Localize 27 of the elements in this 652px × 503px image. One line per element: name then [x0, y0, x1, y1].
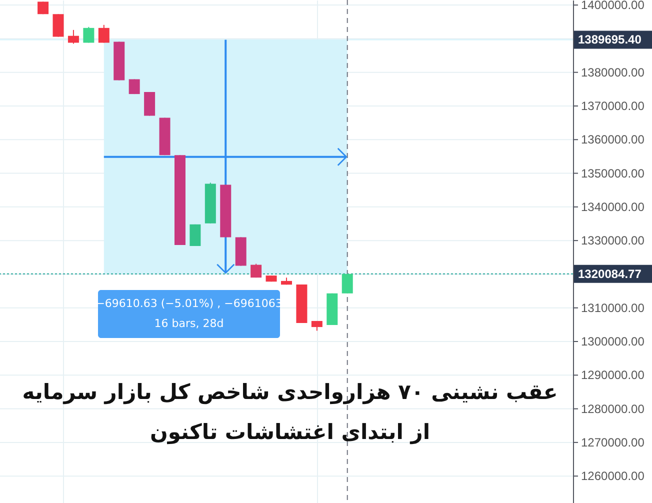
- y-tick-label: 1350000.00: [581, 166, 645, 180]
- ref-line-label: 1320084.77: [578, 266, 642, 281]
- candlestick: [98, 24, 110, 44]
- text: عقب نشینی ۷۰ هزارواحدی شاخص کل بازار سرمایه از ابتدای اغتشاشات تاکنون: [22, 380, 558, 445]
- candlestick: [250, 263, 262, 278]
- candlestick: [68, 29, 79, 44]
- band-label: −69610.63 (−5.01%) , −6961063 16 bars, 28d: [96, 297, 282, 330]
- candlestick: [83, 26, 94, 44]
- candlestick: [52, 14, 64, 38]
- y-tick-label: 1300000.00: [581, 334, 645, 348]
- y-tick-label: 1270000.00: [581, 435, 645, 450]
- y-tick-label: 1340000.00: [581, 200, 645, 214]
- candlestick: [144, 92, 156, 116]
- y-tick-label: 1400000.00: [581, 0, 645, 12]
- y-tick-label: 1260000.00: [581, 469, 645, 484]
- y-tick-label: 1310000.00: [581, 300, 645, 315]
- y-tick-label: 1330000.00: [581, 234, 645, 248]
- y-tick-label: 1360000.00: [581, 132, 645, 147]
- y-tick-label: 1370000.00: [581, 98, 645, 113]
- candlestick: [342, 273, 353, 294]
- y-tick-label: 1290000.00: [581, 368, 645, 382]
- y-tick-label: 1280000.00: [581, 402, 645, 416]
- ref-line-label: 1389695.40: [578, 32, 642, 47]
- candlestick: [190, 224, 201, 246]
- y-tick-label: 1380000.00: [581, 65, 645, 80]
- candlestick: [128, 78, 140, 95]
- candlestick: [38, 1, 49, 15]
